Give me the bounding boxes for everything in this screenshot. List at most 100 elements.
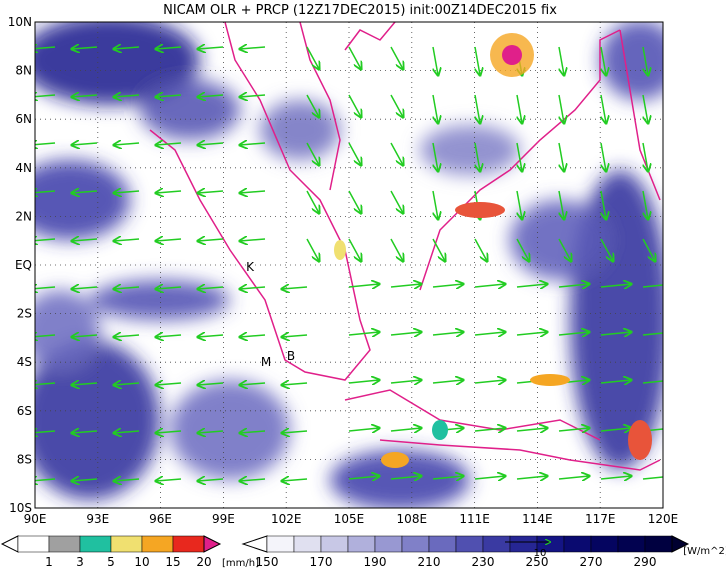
- wind-arrow: [474, 284, 505, 287]
- wind-arrow: [72, 143, 98, 145]
- legend-swatch: [320, 535, 349, 553]
- wind-arrow: [114, 239, 140, 241]
- wind-arrow: [432, 284, 463, 287]
- legend-swatch: [141, 535, 174, 553]
- wind-arrow: [156, 95, 182, 97]
- wind-arrow: [390, 142, 403, 165]
- lat-label: 10N: [8, 15, 32, 29]
- wind-arrow: [348, 190, 361, 213]
- wind-arrow: [432, 332, 463, 335]
- wind-arrow: [432, 476, 463, 479]
- coastline: [344, 389, 601, 441]
- lon-label: 90E: [24, 512, 47, 526]
- wind-arrow: [114, 47, 140, 49]
- legend-label: 230: [472, 555, 495, 569]
- wind-arrow: [114, 191, 140, 193]
- wind-arrow: [517, 94, 522, 123]
- wind-arrow: [475, 94, 480, 123]
- wind-arrow: [475, 46, 480, 75]
- lat-label: 4N: [15, 161, 32, 175]
- wind-arrow: [198, 431, 224, 433]
- wind-arrow: [35, 383, 56, 385]
- legend-swatch: [482, 535, 511, 553]
- wind-arrow: [156, 239, 182, 241]
- cloud: [260, 100, 340, 160]
- wind-arrow: [35, 335, 56, 337]
- wind-arrow: [306, 190, 319, 213]
- legend-units: [mm/h]: [222, 558, 259, 569]
- title: NICAM OLR + PRCP (12Z17DEC2015) init:00Z…: [163, 3, 557, 18]
- cloud: [140, 80, 240, 140]
- precip-cell: [502, 45, 522, 65]
- wind-arrow: [558, 284, 589, 287]
- wind-arrow: [600, 238, 613, 261]
- legend-swatch: [428, 535, 457, 553]
- wind-arrow: [390, 428, 421, 431]
- wind-arrow: [348, 46, 361, 69]
- wind-arrow: [432, 238, 445, 261]
- wind-arrow: [559, 190, 564, 219]
- precip-cell: [381, 452, 409, 468]
- wind-arrow: [516, 284, 547, 287]
- wind-arrow: [35, 239, 56, 241]
- legend-swatch: [644, 535, 673, 553]
- wind-arrow: [114, 335, 140, 337]
- station-label: K: [246, 260, 255, 274]
- cloud: [35, 22, 200, 105]
- wind-arrow: [474, 238, 487, 261]
- wind-arrow: [643, 94, 648, 123]
- cloud: [35, 290, 100, 370]
- wind-arrow: [600, 284, 631, 287]
- legend-swatch: [17, 535, 50, 553]
- wind-arrow: [156, 143, 182, 145]
- wind-arrow: [72, 479, 98, 481]
- legend-swatch: [172, 535, 205, 553]
- lon-label: 120E: [648, 512, 679, 526]
- wind-arrow: [114, 479, 140, 481]
- coastline: [619, 29, 661, 201]
- wind-arrow: [600, 380, 631, 383]
- wind-arrow: [642, 238, 655, 261]
- wind-arrow: [198, 287, 224, 289]
- wind-arrow: [156, 335, 182, 337]
- wind-arrow: [156, 383, 182, 385]
- wind-arrow: [306, 46, 319, 69]
- legend-label: 20: [196, 555, 211, 569]
- coastlines: [149, 22, 661, 471]
- wind-arrow: [156, 191, 182, 193]
- station-label: M: [261, 355, 271, 369]
- wind-arrow: [282, 335, 308, 337]
- coastline: [419, 29, 621, 291]
- lon-label: 99E: [212, 512, 235, 526]
- legend-label: 290: [634, 555, 657, 569]
- wind-arrow: [390, 332, 421, 335]
- wind-arrow: [348, 428, 379, 431]
- wind-arrow: [559, 142, 564, 171]
- wind-arrow: [240, 479, 266, 481]
- lon-label: 96E: [149, 512, 172, 526]
- wind-arrow: [516, 238, 529, 261]
- precip-legend: 1 3 5 10 15 20 [mm/h]: [0, 535, 259, 569]
- wind-arrow: [348, 142, 361, 165]
- wind-arrow: [643, 46, 648, 75]
- wind-arrow: [35, 95, 56, 97]
- legend-label: 270: [580, 555, 603, 569]
- legend-label: 170: [310, 555, 333, 569]
- legend-swatch: [374, 535, 403, 553]
- lat-label: 8N: [15, 64, 32, 78]
- wind-arrow: [348, 94, 361, 117]
- wind-arrow: [198, 47, 224, 49]
- wind-arrow: [72, 239, 98, 241]
- wind-arrow: [72, 47, 98, 49]
- wind-arrow: [306, 238, 319, 261]
- legend-label: 3: [76, 555, 84, 569]
- wind-arrow: [72, 431, 98, 433]
- wind-arrow: [114, 95, 140, 97]
- cloud: [600, 22, 663, 100]
- wind-arrow: [642, 332, 663, 336]
- wind-arrow: [601, 142, 606, 171]
- wind-arrow: [433, 94, 438, 123]
- legend-swatch: [48, 535, 81, 553]
- legend-swatch: [293, 535, 322, 553]
